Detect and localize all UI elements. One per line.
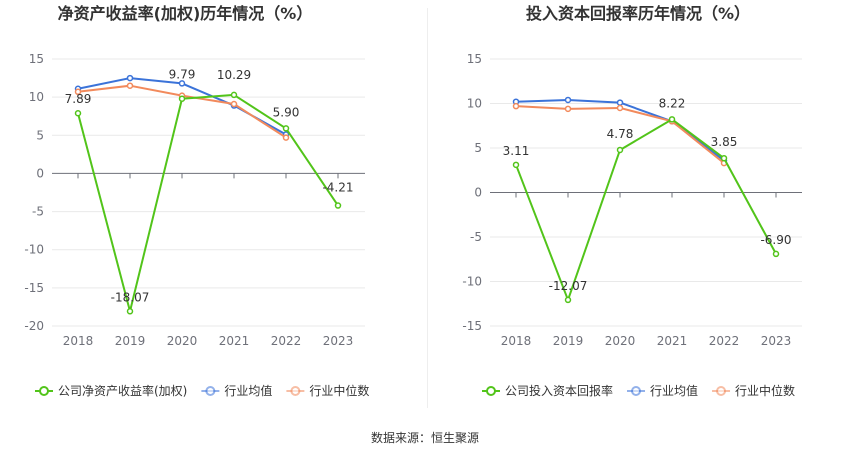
data-point (334, 202, 342, 209)
data-label: 10.29 (217, 68, 251, 82)
data-point (616, 104, 624, 112)
data-label: 7.89 (65, 92, 92, 106)
data-label: -18.07 (111, 290, 150, 304)
data-point (74, 109, 82, 117)
y-tick-label: 15 (467, 52, 482, 66)
x-tick-label: 2021 (219, 334, 250, 348)
data-label: -12.07 (549, 279, 588, 293)
data-label: -6.90 (760, 233, 791, 247)
y-tick-label: -20 (24, 319, 44, 333)
panel-divider (427, 8, 428, 408)
y-tick-label: 5 (36, 128, 44, 142)
x-tick-label: 2023 (761, 334, 792, 348)
data-point (616, 99, 624, 106)
data-point (230, 100, 238, 108)
data-point (126, 82, 134, 89)
data-point (126, 308, 134, 315)
y-tick-label: 10 (29, 90, 44, 104)
legend-label: 行业均值 (650, 383, 698, 398)
data-point (282, 134, 290, 141)
data-point (772, 250, 780, 258)
x-tick-label: 2023 (323, 334, 354, 348)
y-tick-label: 10 (467, 97, 482, 111)
legend-swatch-marker (631, 386, 642, 396)
y-tick-label: -5 (32, 205, 44, 219)
x-tick-label: 2018 (63, 334, 94, 348)
legend-label: 行业中位数 (309, 383, 369, 398)
data-point (282, 125, 290, 132)
data-point (178, 95, 186, 102)
data-label: 4.78 (607, 127, 634, 141)
legend-swatch-marker (486, 386, 496, 396)
data-source-footer: 数据来源：恒生聚源 (370, 431, 479, 445)
legend-label: 公司投入资本回报率 (505, 383, 613, 398)
data-point (720, 154, 728, 162)
data-point (616, 146, 624, 154)
data-point (74, 88, 82, 96)
data-label: 3.85 (711, 135, 738, 149)
y-tick-label: -5 (470, 230, 482, 244)
data-label: 9.79 (169, 68, 196, 82)
legend-swatch-marker (205, 386, 216, 396)
data-point (230, 91, 238, 99)
data-point (512, 161, 520, 169)
series-line (77, 93, 339, 313)
data-point (564, 105, 572, 113)
data-point (668, 116, 676, 123)
data-label: -4.21 (322, 181, 353, 195)
data-label: 3.11 (503, 144, 530, 158)
data-point (178, 80, 186, 87)
y-tick-label: 5 (474, 141, 482, 155)
data-label: 8.22 (659, 96, 686, 110)
y-tick-label: -15 (24, 281, 44, 295)
data-point (564, 296, 572, 304)
x-tick-label: 2022 (709, 334, 740, 348)
legend-swatch-marker (39, 386, 49, 396)
chart-title: 投入资本回报率历年情况（%） (526, 4, 750, 23)
y-tick-label: -15 (462, 319, 482, 333)
legend-swatch-marker (290, 386, 301, 396)
y-tick-label: -10 (24, 243, 44, 257)
legend-label: 行业均值 (224, 383, 272, 398)
chart-title: 净资产收益率(加权)历年情况（%） (58, 4, 313, 23)
x-tick-label: 2020 (167, 334, 198, 348)
data-label: 5.90 (273, 105, 300, 119)
data-point (126, 74, 134, 82)
x-tick-label: 2022 (271, 334, 302, 348)
x-tick-label: 2020 (605, 334, 636, 348)
x-tick-label: 2021 (657, 334, 688, 348)
y-tick-label: -10 (462, 275, 482, 289)
x-tick-label: 2019 (115, 334, 146, 348)
y-tick-label: 0 (36, 166, 44, 180)
legend-swatch-marker (716, 386, 727, 396)
legend-label: 公司净资产收益率(加权) (58, 383, 187, 398)
y-tick-label: 0 (474, 186, 482, 200)
x-tick-label: 2018 (501, 334, 532, 348)
data-point (512, 102, 520, 110)
x-tick-label: 2019 (553, 334, 584, 348)
data-point (564, 96, 572, 104)
y-tick-label: 15 (29, 52, 44, 66)
series-line (515, 118, 777, 301)
legend-label: 行业中位数 (735, 383, 795, 398)
